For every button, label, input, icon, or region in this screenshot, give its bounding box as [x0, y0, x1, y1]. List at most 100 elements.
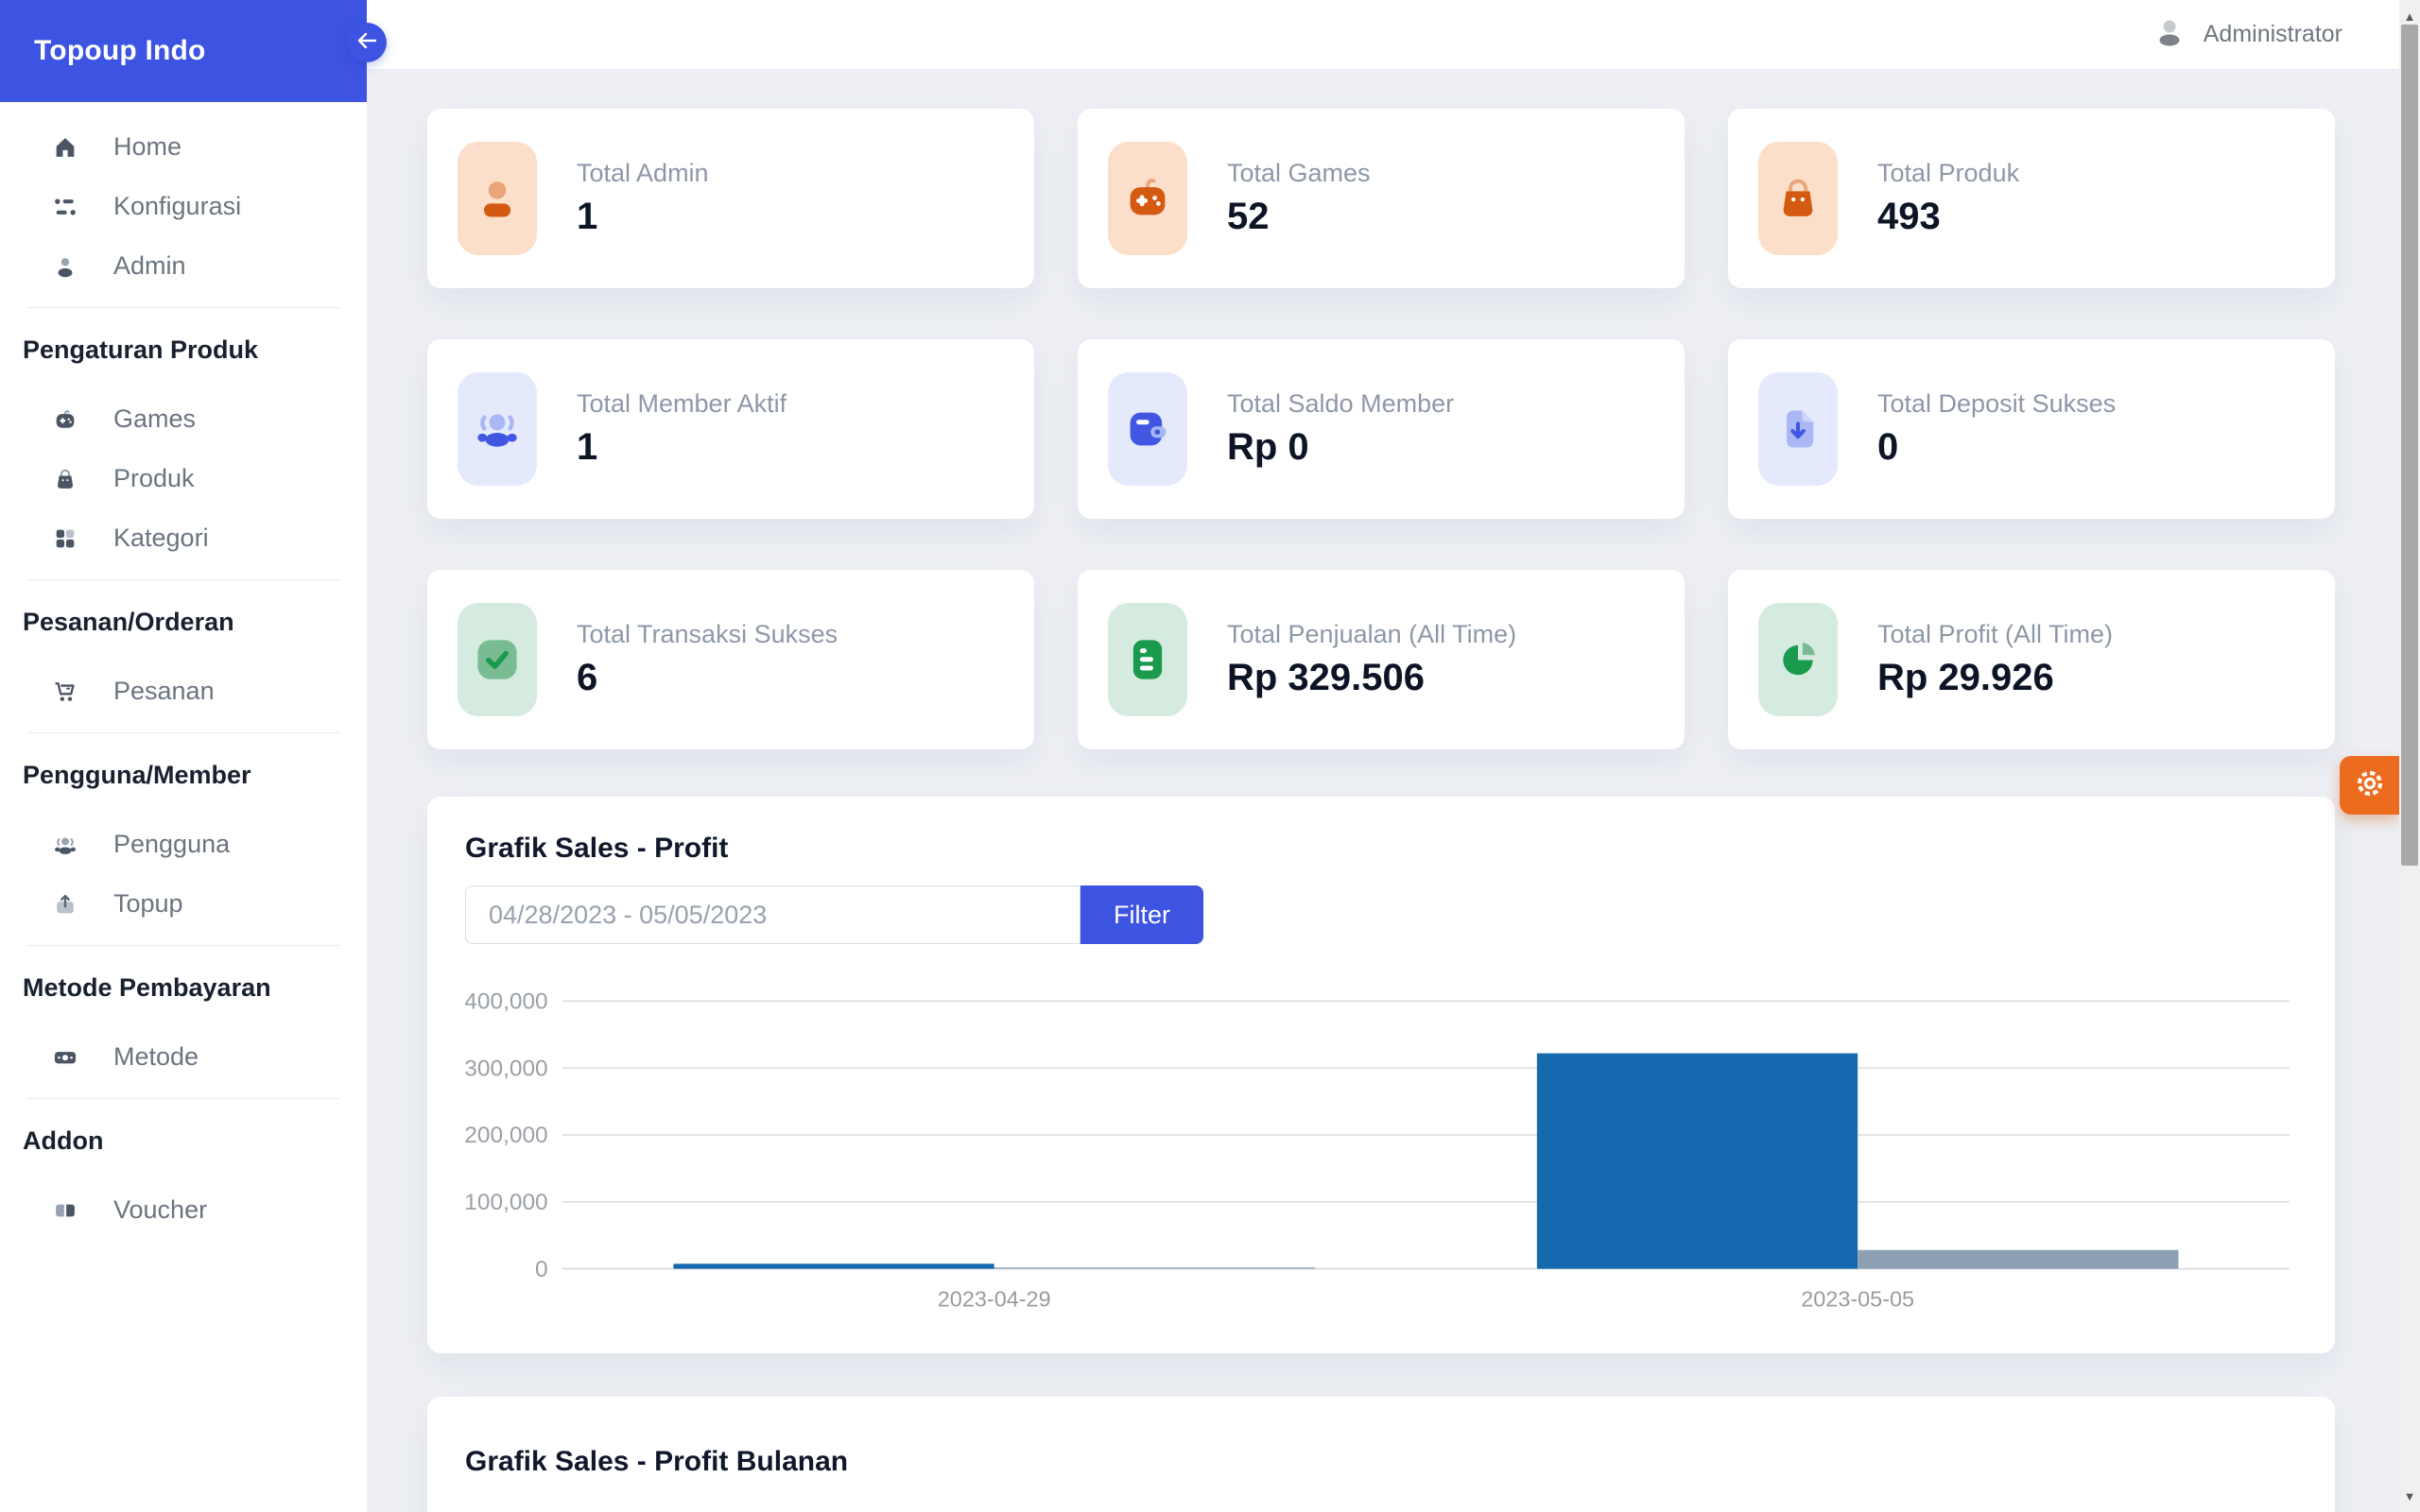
- sidebar-item-label: Konfigurasi: [113, 192, 242, 220]
- svg-text:300,000: 300,000: [465, 1056, 548, 1081]
- sidebar-item-label: Produk: [113, 464, 195, 492]
- stat-label: Total Admin: [577, 159, 709, 187]
- sidebar-header: Topoup Indo: [0, 0, 387, 102]
- settings-fab[interactable]: [2340, 756, 2399, 815]
- cart-icon: [51, 678, 79, 706]
- scroll-down-icon[interactable]: ▼: [2403, 1488, 2416, 1503]
- stat-text: Total Deposit Sukses 0: [1877, 389, 2116, 469]
- svg-text:400,000: 400,000: [465, 989, 548, 1015]
- stat-label: Total Saldo Member: [1227, 389, 1455, 418]
- stat-label: Total Transaksi Sukses: [577, 620, 838, 648]
- nav-divider: [26, 1098, 340, 1099]
- sidebar-item-label: Metode: [113, 1042, 199, 1071]
- bag-icon: [1758, 142, 1838, 255]
- stat-card: Total Games 52: [1078, 109, 1685, 288]
- sidebar-item-label: Voucher: [113, 1195, 208, 1224]
- nav-section-heading: Metode Pembayaran: [23, 973, 271, 1002]
- user-name: Administrator: [2203, 21, 2342, 47]
- chart-filter-row: Filter: [465, 885, 2297, 944]
- nav-section-heading: Pengaturan Produk: [23, 335, 259, 364]
- gamepad-icon: [51, 405, 79, 434]
- stat-text: Total Profit (All Time) Rp 29.926: [1877, 620, 2113, 699]
- stat-card: Total Transaksi Sukses 6: [427, 570, 1034, 749]
- stat-value: 1: [577, 196, 598, 237]
- nav-divider: [26, 579, 340, 580]
- stat-text: Total Penjualan (All Time) Rp 329.506: [1227, 620, 1516, 699]
- gear-icon: [2353, 766, 2387, 805]
- sidebar: Topoup Indo Home Konfigurasi Admin Pengatur…: [0, 0, 387, 1512]
- sidebar-item-label: Admin: [113, 251, 186, 280]
- date-range-input[interactable]: [465, 885, 1080, 944]
- sidebar-item-pesanan[interactable]: Pesanan: [0, 662, 367, 721]
- svg-text:200,000: 200,000: [465, 1123, 548, 1148]
- sidebar-item-produk[interactable]: Produk: [0, 449, 367, 508]
- scroll-up-icon[interactable]: ▲: [2403, 9, 2416, 24]
- user-avatar-icon: [2152, 15, 2187, 54]
- stat-card: Total Saldo Member Rp 0: [1078, 339, 1685, 519]
- nav-divider: [26, 945, 340, 946]
- wallet-icon: [1108, 372, 1187, 486]
- scrollbar[interactable]: ▲ ▼: [2399, 0, 2420, 1512]
- sales-profit-panel: Grafik Sales - Profit Filter 0 100,000 200…: [427, 797, 2335, 1353]
- pie-icon: [1758, 603, 1838, 716]
- person-icon: [458, 142, 537, 255]
- sidebar-item-admin[interactable]: Admin: [0, 236, 367, 296]
- sidebar-item-kategori[interactable]: Kategori: [0, 508, 367, 568]
- stat-label: Total Games: [1227, 159, 1371, 187]
- stat-label: Total Penjualan (All Time): [1227, 620, 1517, 648]
- person-icon: [51, 252, 79, 281]
- svg-text:0: 0: [535, 1257, 548, 1282]
- topup-icon: [51, 890, 79, 919]
- stat-value: Rp 29.926: [1877, 657, 2054, 698]
- monthly-title: Grafik Sales - Profit Bulanan: [465, 1446, 849, 1477]
- nav-section-heading: Pesanan/Orderan: [23, 608, 234, 636]
- svg-text:2023-05-05: 2023-05-05: [1801, 1286, 1914, 1311]
- stat-card: Total Penjualan (All Time) Rp 329.506: [1078, 570, 1685, 749]
- sidebar-item-label: Home: [113, 132, 182, 161]
- user-menu[interactable]: Administrator: [2152, 15, 2342, 54]
- filedown-icon: [1758, 372, 1838, 486]
- sidebar-item-konfigurasi[interactable]: Konfigurasi: [0, 177, 367, 236]
- sidebar-item-topup[interactable]: Topup: [0, 874, 367, 934]
- sidebar-collapse-button[interactable]: [347, 23, 387, 62]
- svg-text:100,000: 100,000: [465, 1190, 548, 1215]
- sidebar-nav: Home Konfigurasi Admin Pengaturan Produk Gam…: [0, 102, 367, 1240]
- nav-divider: [26, 307, 340, 308]
- nav-section-heading: Addon: [23, 1126, 104, 1155]
- stats-grid: Total Admin 1 Total Games 52 Total Produk 493…: [427, 109, 2335, 749]
- stat-text: Total Saldo Member Rp 0: [1227, 389, 1454, 469]
- check-icon: [458, 603, 537, 716]
- scrollbar-thumb[interactable]: [2401, 25, 2418, 866]
- stat-value: 0: [1877, 426, 1899, 468]
- nav-divider: [26, 732, 340, 733]
- stat-value: 52: [1227, 196, 1270, 237]
- gamepad-icon: [1108, 142, 1187, 255]
- svg-text:2023-04-29: 2023-04-29: [938, 1286, 1051, 1311]
- stat-value: Rp 329.506: [1227, 657, 1426, 698]
- sidebar-item-pengguna[interactable]: Pengguna: [0, 815, 367, 874]
- stat-value: 6: [577, 657, 598, 698]
- stat-text: Total Transaksi Sukses 6: [577, 620, 838, 699]
- sidebar-item-home[interactable]: Home: [0, 117, 367, 177]
- filter-button[interactable]: Filter: [1080, 885, 1203, 944]
- stat-text: Total Admin 1: [577, 159, 709, 238]
- home-icon: [51, 133, 79, 162]
- bag-icon: [51, 465, 79, 493]
- stat-value: Rp 0: [1227, 426, 1309, 468]
- money-icon: [51, 1043, 79, 1072]
- ticket-icon: [51, 1196, 79, 1225]
- sidebar-item-label: Pengguna: [113, 830, 231, 858]
- sidebar-item-metode[interactable]: Metode: [0, 1027, 367, 1087]
- stat-card: Total Admin 1: [427, 109, 1034, 288]
- sidebar-item-games[interactable]: Games: [0, 389, 367, 449]
- main-content: Total Admin 1 Total Games 52 Total Produk 493…: [367, 69, 2399, 1512]
- nav-section-heading: Pengguna/Member: [23, 761, 251, 789]
- stat-label: Total Profit (All Time): [1877, 620, 2114, 648]
- sidebar-item-voucher[interactable]: Voucher: [0, 1180, 367, 1240]
- topbar: Administrator: [367, 0, 2399, 69]
- users-icon: [51, 831, 79, 859]
- sidebar-item-label: Kategori: [113, 524, 209, 552]
- grid-icon: [51, 524, 79, 553]
- stat-text: Total Games 52: [1227, 159, 1371, 238]
- sales-profit-title: Grafik Sales - Profit: [465, 833, 729, 864]
